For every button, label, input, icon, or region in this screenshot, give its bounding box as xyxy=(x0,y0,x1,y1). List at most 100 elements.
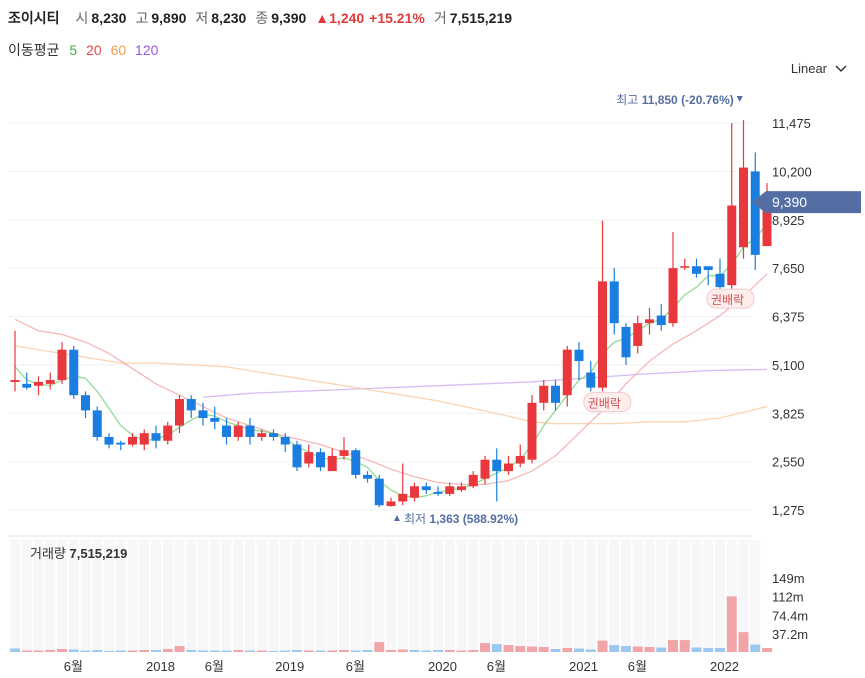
high-label: 고 xyxy=(135,10,149,26)
candle-body xyxy=(69,349,79,396)
candle-body xyxy=(81,395,90,411)
candle-body xyxy=(139,433,149,445)
right-issue-label: 권배락 xyxy=(711,293,744,307)
price-tick-label: 1,275 xyxy=(772,503,805,518)
volume-bg-stripe xyxy=(92,540,103,652)
volume-bg-stripe xyxy=(632,540,643,652)
volume-bg-stripe xyxy=(480,540,490,652)
candle-body xyxy=(104,436,114,445)
volume-bar xyxy=(632,646,643,652)
candle-body xyxy=(374,478,384,506)
volume-bar xyxy=(386,650,396,652)
candle-body xyxy=(22,383,32,388)
volume-bg-stripe xyxy=(397,540,408,652)
volume-bg-stripe xyxy=(433,540,443,652)
close-label: 종 xyxy=(255,10,269,26)
volume-bg-stripe xyxy=(268,540,279,652)
candle-body xyxy=(151,433,161,441)
volume-bar xyxy=(209,650,220,652)
price-tick-label: 5,100 xyxy=(772,358,805,373)
volume-bg-stripe xyxy=(339,540,349,652)
volume-bg-stripe xyxy=(668,540,678,652)
volume-bg-stripe xyxy=(198,540,208,652)
volume-bg-stripe xyxy=(68,540,79,652)
volume-bg-stripe xyxy=(162,540,173,652)
candle-body xyxy=(57,349,67,381)
candle-body xyxy=(386,501,396,507)
volume-bar xyxy=(433,650,443,652)
volume-bar xyxy=(104,651,114,652)
volume-bar xyxy=(597,640,608,652)
candle-body xyxy=(504,463,513,472)
volume-bar xyxy=(527,646,537,652)
volume-bg-stripe xyxy=(33,540,44,652)
volume-bg-stripe xyxy=(644,540,655,652)
candle-body xyxy=(703,266,713,271)
volume-bg-stripe xyxy=(186,540,197,652)
x-tick-label: 6월 xyxy=(205,659,224,674)
price-tick-label: 7,650 xyxy=(772,261,805,276)
candle-body xyxy=(34,381,43,386)
volume-bg-stripe xyxy=(703,540,714,652)
volume-bar xyxy=(538,647,549,652)
candle-body xyxy=(363,474,372,479)
volume-bar xyxy=(127,650,138,652)
ma5-legend[interactable]: 5 xyxy=(69,42,78,58)
chevron-down-icon xyxy=(835,64,847,72)
current-price-label: 9,390 xyxy=(772,194,807,210)
candle-body xyxy=(269,433,278,437)
volume-bg-stripe xyxy=(292,540,302,652)
volume-bg-stripe xyxy=(538,540,549,652)
candle-body xyxy=(480,459,490,479)
volume-bar xyxy=(468,650,479,652)
volume-bg-stripe xyxy=(515,540,526,652)
volume-bg-stripe xyxy=(256,540,267,652)
candle-body xyxy=(304,452,314,464)
volume-bar xyxy=(339,650,349,652)
scale-select[interactable]: Linear xyxy=(791,61,847,76)
volume-bg-stripe xyxy=(362,540,373,652)
volume-bar xyxy=(691,647,702,652)
ma120-legend[interactable]: 120 xyxy=(135,42,159,58)
volume-bg-stripe xyxy=(245,540,255,652)
volume-bar xyxy=(515,646,526,652)
volume-bg-stripe xyxy=(456,540,467,652)
volume-bg-stripe xyxy=(574,540,584,652)
volume-bar xyxy=(397,649,408,652)
volume-bg-stripe xyxy=(233,540,244,652)
candle-body xyxy=(186,399,196,411)
volume-bar xyxy=(198,650,208,652)
volume-bar xyxy=(350,650,361,652)
volume-tick-label: 112m xyxy=(772,590,804,605)
volume-bar xyxy=(456,650,467,652)
candle-body xyxy=(492,459,502,472)
candle-body xyxy=(433,491,443,494)
volume-tick-label: 74.4m xyxy=(772,608,808,623)
volume-bar xyxy=(174,646,185,652)
ma60-legend[interactable]: 60 xyxy=(110,42,127,58)
volume-bar xyxy=(656,647,667,652)
candle-body xyxy=(398,493,408,502)
candle-body xyxy=(210,417,220,422)
volume-bar xyxy=(45,650,56,652)
scale-select-label: Linear xyxy=(790,61,827,76)
candle-body xyxy=(515,455,525,464)
candle-body xyxy=(609,281,619,324)
volume-bar xyxy=(221,650,232,652)
up-triangle-icon xyxy=(394,515,400,521)
price-chart[interactable]: 11,475 10,200 8,925 7,650 6,375 5,100 3,825 2,5… xyxy=(0,85,865,678)
volume-bg-stripe xyxy=(10,540,20,652)
candle-body xyxy=(280,436,290,445)
volume-bar xyxy=(151,650,161,652)
volume-bar xyxy=(409,650,420,652)
volume-bar xyxy=(139,650,150,652)
volume-bar xyxy=(280,650,291,652)
candle-body xyxy=(92,410,102,437)
volume-bar xyxy=(303,650,314,652)
current-price-badge xyxy=(752,191,861,214)
volume-bg-stripe xyxy=(209,540,220,652)
x-tick-label: 2022 xyxy=(710,659,739,674)
volume-bg-stripe xyxy=(503,540,514,652)
ma20-legend[interactable]: 20 xyxy=(86,42,102,58)
volume-bg-stripe xyxy=(409,540,420,652)
